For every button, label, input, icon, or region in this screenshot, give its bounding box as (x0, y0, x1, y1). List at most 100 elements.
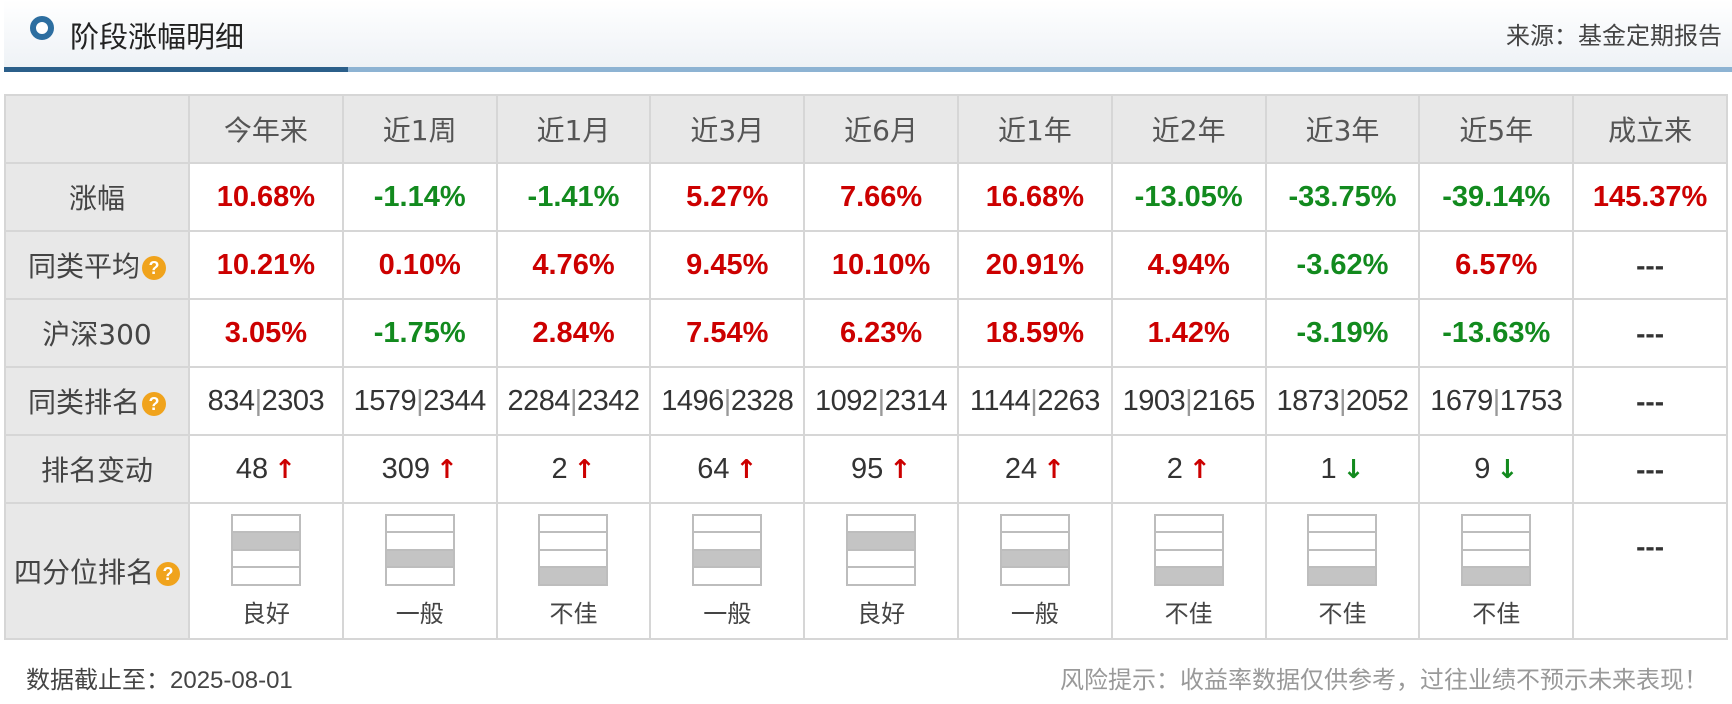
quartile-cell (540, 551, 607, 568)
quartile-cell (1463, 533, 1530, 551)
rank-separator: | (877, 385, 886, 417)
table-cell: 2 ↑ (495, 434, 652, 504)
rank-value: 1579|2344 (353, 385, 487, 417)
rank-position: 1579 (353, 385, 417, 417)
table-cell: -1.75% (341, 298, 498, 368)
rank-separator: | (416, 385, 424, 417)
table-cell: -3.19% (1264, 298, 1421, 368)
percent-value: --- (1636, 317, 1665, 349)
section-title: 阶段涨幅明细 (70, 20, 245, 54)
question-icon[interactable]: ? (156, 562, 180, 586)
section-header: 阶段涨幅明细 来源：基金定期报告 (4, 0, 1732, 72)
row-label-cell: 排名变动 (4, 434, 190, 504)
percent-value: -1.14% (373, 181, 466, 213)
rank-total: 2328 (730, 385, 794, 417)
rank-change-value: 2 (1166, 453, 1183, 485)
row-label-cell: 四分位排名? (4, 502, 190, 640)
rank-change-value: --- (1636, 453, 1665, 485)
table-cell: 10.68% (188, 162, 344, 232)
table-cell: 不佳 (495, 502, 652, 640)
performance-table: 今年来 近1周 近1月 近3月 近6月 近1年 近2年 近3年 近5年 成立来 … (4, 94, 1728, 640)
table-cell: 2.84% (495, 298, 652, 368)
percent-value: 6.57% (1455, 249, 1538, 281)
quartile-label: 一般 (395, 599, 444, 628)
quartile-label: 不佳 (1164, 599, 1213, 628)
quartile-cell (386, 516, 453, 533)
row-quartile: 四分位排名? 良好 一般 不佳 一般 良好 一般 不佳 不佳 不佳 --- (4, 502, 1728, 640)
rank-change-value: 64 (697, 453, 730, 485)
quartile-cell (848, 551, 915, 568)
quartile-cell (848, 516, 915, 533)
rank-separator: | (1185, 385, 1193, 417)
table-cell: 3.05% (188, 298, 344, 368)
quartile-indicator (692, 513, 763, 586)
row-peer-avg: 同类平均? 10.21% 0.10% 4.76% 9.45% 10.10% 20.91% 4.… (4, 230, 1728, 300)
quartile-indicator (538, 513, 609, 586)
quartile-cell (386, 550, 453, 568)
percent-value: 145.37% (1592, 181, 1708, 213)
quartile-indicator (846, 513, 917, 586)
quartile-indicator (384, 513, 455, 586)
table-cell: -39.14% (1418, 162, 1575, 232)
percent-value: 7.66% (839, 181, 923, 213)
table-cell: 48 ↑ (188, 434, 344, 504)
quartile-label: 不佳 (549, 599, 598, 628)
table-cell: 95 ↑ (803, 434, 959, 504)
table-cell: -13.05% (1110, 162, 1267, 232)
quartile-label: 不佳 (1318, 599, 1367, 628)
rank-change-value: 9 (1474, 453, 1491, 485)
quartile-cell (1001, 516, 1068, 533)
table-cell: 834|2303 (188, 366, 344, 436)
rank-value: 834|2303 (208, 385, 325, 417)
col-header: 近1周 (341, 94, 498, 164)
quartile-indicator (1461, 513, 1532, 586)
rank-position: 1092 (815, 385, 878, 417)
col-header: 成立来 (1572, 94, 1728, 164)
table-cell: 64 ↑ (649, 434, 806, 504)
quartile-cell (1001, 533, 1068, 551)
table-cell: 2284|2342 (495, 366, 652, 436)
table-cell: 一般 (649, 502, 806, 640)
col-header: 近3月 (649, 94, 806, 164)
percent-value: 4.76% (532, 249, 615, 281)
header-accent-bar (4, 67, 348, 72)
table-cell: 1.42% (1110, 298, 1267, 368)
quartile-label: 良好 (857, 599, 906, 628)
rank-position: 1903 (1122, 385, 1186, 417)
rank-change-value: 1 (1320, 453, 1337, 485)
question-icon[interactable]: ? (142, 256, 166, 280)
percent-value: 2.84% (532, 317, 615, 349)
quartile-cell (540, 568, 607, 584)
table-cell: 145.37% (1572, 162, 1728, 232)
percent-value: 18.59% (985, 317, 1085, 349)
question-icon[interactable]: ? (142, 392, 166, 416)
quartile-cell (694, 568, 760, 584)
table-cell: 良好 (803, 502, 959, 640)
rank-change-value: 24 (1004, 453, 1038, 485)
table-cell: 18.59% (956, 298, 1113, 368)
table-cell: -3.62% (1264, 230, 1421, 300)
row-rank-change: 排名变动 48 ↑ 309 ↑ 2 ↑ 64 ↑ 95 ↑ 24 ↑ 2 ↑ 1 ↓ 9 ↓ --- (4, 434, 1728, 504)
table-cell: 16.68% (956, 162, 1113, 232)
header-row: 今年来 近1周 近1月 近3月 近6月 近1年 近2年 近3年 近5年 成立来 (4, 94, 1728, 164)
quartile-cell (1001, 550, 1068, 568)
percent-value: -3.19% (1296, 317, 1389, 349)
quartile-cell (540, 516, 607, 533)
quartile-cell (232, 516, 299, 533)
quartile-cell (848, 568, 914, 584)
quartile-cell (1463, 551, 1530, 568)
col-header: 今年来 (188, 94, 344, 164)
corner-cell (4, 94, 190, 164)
percent-value: 5.27% (686, 181, 769, 213)
rank-total: 2314 (884, 385, 948, 417)
table-cell: -13.63% (1418, 298, 1575, 368)
percent-value: 10.68% (216, 181, 316, 213)
row-label-cell: 同类排名? (4, 366, 190, 436)
row-change: 涨幅 10.68% -1.14% -1.41% 5.27% 7.66% 16.68% -13.… (4, 162, 1728, 232)
data-date-note: 数据截止至：2025-08-01 (26, 660, 293, 695)
rank-position: 1144 (969, 385, 1031, 417)
row-label: 涨幅 (68, 182, 125, 215)
table-cell: --- (1572, 230, 1728, 300)
col-header: 近3年 (1264, 94, 1421, 164)
quartile-cell (386, 533, 453, 551)
